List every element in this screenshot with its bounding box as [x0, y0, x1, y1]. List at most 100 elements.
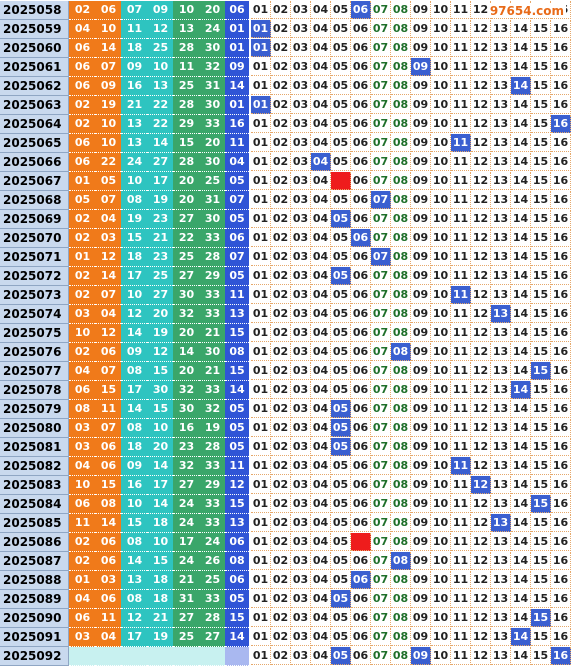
- front-number: 30: [147, 381, 175, 400]
- trend-cell: 13: [491, 381, 511, 399]
- trend-cell: 06: [351, 343, 371, 361]
- trend-cell: 08: [391, 647, 411, 665]
- trend-cell: 05: [331, 191, 351, 209]
- trend-cell: 16: [551, 286, 571, 304]
- trend-cell: 07: [371, 628, 391, 646]
- trend-cell: 07: [371, 419, 391, 437]
- trend-cell: 06: [351, 362, 371, 380]
- trend-cell: 08: [391, 590, 411, 608]
- front-number: 08: [121, 191, 149, 210]
- blue-number: 15: [225, 609, 249, 628]
- trend-cell: 09: [411, 400, 431, 418]
- trend-cell: 06: [351, 305, 371, 323]
- trend-cell: 08: [391, 134, 411, 152]
- trend-cell: 15: [531, 362, 551, 380]
- trend-cell: 02: [271, 514, 291, 532]
- front-number: 29: [173, 115, 201, 134]
- trend-cell: 11: [451, 438, 471, 456]
- trend-cell: 08: [391, 571, 411, 589]
- trend-cell: 01: [251, 514, 271, 532]
- front-number: 28: [173, 96, 201, 115]
- table-row: 2025065 06 10 13 14 15 20 11 01 02 03 04 05 06 07 08 09 1…: [0, 134, 572, 153]
- back-number: 31: [199, 77, 227, 96]
- front-number: 16: [121, 476, 149, 495]
- front-number: 17: [173, 533, 201, 552]
- trend-cell: 16: [551, 609, 571, 627]
- trend-cell: 14: [511, 96, 531, 114]
- blue-number: 05: [225, 210, 249, 229]
- trend-cell: 10: [431, 457, 451, 475]
- trend-cell: 02: [271, 647, 291, 665]
- trend-cell: 15: [531, 248, 551, 266]
- trend-cell: 16: [551, 495, 571, 513]
- period-label: 2025089: [0, 590, 69, 609]
- trend-cell: 02: [271, 438, 291, 456]
- trend-cell: 12: [471, 419, 491, 437]
- front-number: 07: [95, 191, 123, 210]
- trend-cell: 06: [351, 457, 371, 475]
- table-row: 2025068 05 07 08 19 20 31 07 01 02 03 04 05 06 07 08 09 1…: [0, 191, 572, 210]
- trend-cell: 01: [251, 381, 271, 399]
- trend-cell: 11: [451, 590, 471, 608]
- trend-cell: 07: [371, 457, 391, 475]
- front-number: 15: [95, 476, 123, 495]
- front-number: 12: [95, 324, 123, 343]
- trend-cell: 06: [351, 647, 371, 665]
- blue-number: 14: [225, 77, 249, 96]
- trend-cell: 03: [291, 172, 311, 190]
- trend-cell: 14: [511, 552, 531, 570]
- front-number: 24: [173, 552, 201, 571]
- trend-cell: 12: [471, 343, 491, 361]
- trend-cell: 03: [291, 381, 311, 399]
- trend-cell: 05: [331, 324, 351, 342]
- front-number: 02: [69, 533, 97, 552]
- trend-cell: 14: [511, 362, 531, 380]
- period-label: 2025092: [0, 647, 69, 666]
- trend-cell: 06: [351, 58, 371, 76]
- trend-cell: 13: [491, 305, 511, 323]
- trend-cell: 09: [411, 362, 431, 380]
- trend-cell: 04: [311, 533, 331, 551]
- trend-cell: 06: [351, 400, 371, 418]
- trend-cell: 15: [531, 286, 551, 304]
- trend-cell: 05: [331, 305, 351, 323]
- trend-cell: 07: [371, 267, 391, 285]
- trend-cell: 14: [511, 457, 531, 475]
- trend-cell: 15: [531, 96, 551, 114]
- trend-cell: 10: [431, 134, 451, 152]
- trend-cell: 08: [391, 381, 411, 399]
- trend-cell: 07: [371, 77, 391, 95]
- trend-cell: 08: [391, 533, 411, 551]
- trend-cell: 03: [291, 153, 311, 171]
- back-number: 30: [199, 39, 227, 58]
- front-number: 25: [173, 628, 201, 647]
- trend-cell: 10: [431, 20, 451, 38]
- front-number: 10: [95, 134, 123, 153]
- trend-cell: 03: [291, 514, 311, 532]
- trend-cell: 14: [511, 647, 531, 665]
- trend-cell: 10: [431, 172, 451, 190]
- trend-cell: 12: [471, 305, 491, 323]
- table-row: 2025074 03 04 12 20 32 33 13 01 02 03 04 05 06 07 08 09 1…: [0, 305, 572, 324]
- trend-cell: 12: [471, 628, 491, 646]
- trend-cell: 13: [491, 115, 511, 133]
- trend-cell: 04: [311, 39, 331, 57]
- blue-number: 05: [225, 419, 249, 438]
- trend-cell: 10: [431, 533, 451, 551]
- trend-cell: 10: [431, 210, 451, 228]
- trend-cell: 13: [491, 571, 511, 589]
- trend-cell: 06: [351, 267, 371, 285]
- trend-cell: 05: [331, 552, 351, 570]
- trend-cell: 04: [311, 324, 331, 342]
- trend-cell: 09: [411, 134, 431, 152]
- blue-number: 15: [225, 324, 249, 343]
- trend-cell: 05: [331, 647, 351, 665]
- back-number: 21: [199, 324, 227, 343]
- trend-cell: 14: [511, 210, 531, 228]
- trend-cell: 07: [371, 609, 391, 627]
- trend-cell: 08: [391, 343, 411, 361]
- trend-cell: 04: [311, 438, 331, 456]
- trend-cell: 16: [551, 571, 571, 589]
- trend-cell: 08: [391, 1, 411, 19]
- front-number: 19: [147, 324, 175, 343]
